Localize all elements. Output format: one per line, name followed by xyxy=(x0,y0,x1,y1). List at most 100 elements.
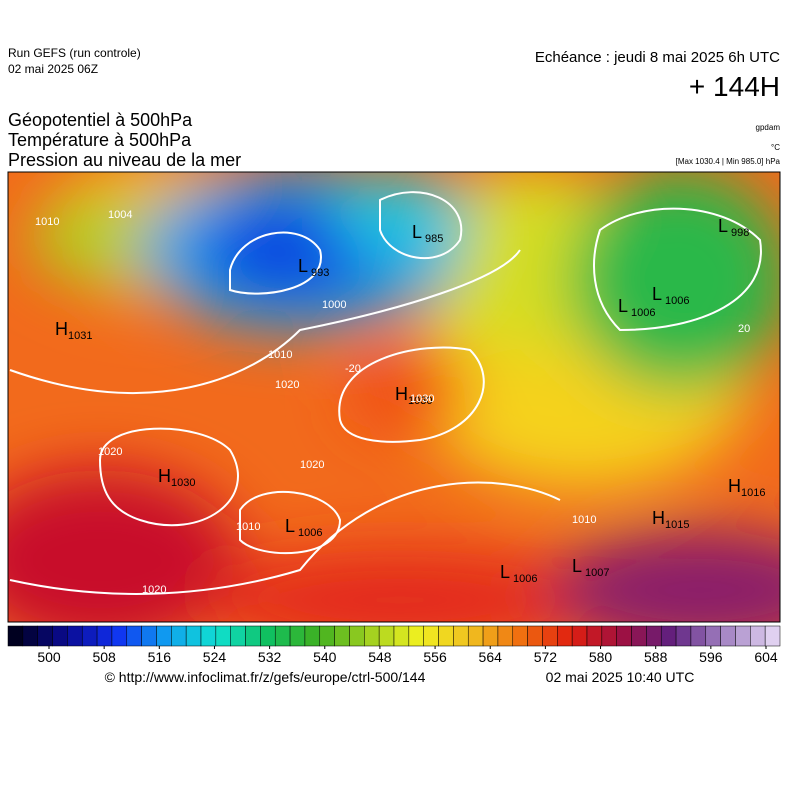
colorbar-cell xyxy=(482,625,499,647)
colorbar-cell xyxy=(616,625,632,647)
colorbar-cell xyxy=(319,625,335,647)
colorbar-cell xyxy=(646,625,662,647)
colorbar-cell xyxy=(200,625,217,647)
center-value: 1030 xyxy=(408,395,432,407)
echeance: Echéance : jeudi 8 mai 2025 6h UTC xyxy=(535,49,780,66)
colorbar-label: 508 xyxy=(92,649,116,665)
title: Géopotentiel à 500hPa xyxy=(8,110,193,130)
colorbar-label: 580 xyxy=(589,649,613,665)
colorbar-cell xyxy=(141,625,157,647)
contour-label: 1020 xyxy=(300,459,324,471)
map-frame xyxy=(7,171,781,623)
colorbar-cell xyxy=(557,625,573,647)
unit: gpdam xyxy=(756,123,781,132)
center-letter: L xyxy=(298,256,308,276)
center-value: 1006 xyxy=(513,573,537,585)
colorbar-label: 548 xyxy=(368,649,392,665)
colorbar-cell xyxy=(67,625,83,647)
map xyxy=(8,172,780,622)
colorbar-cell xyxy=(52,625,68,647)
contour-label: -20 xyxy=(345,363,361,375)
colorbar-cell xyxy=(156,625,172,647)
colorbar-cell xyxy=(720,625,736,647)
contour-label: 1004 xyxy=(108,209,132,221)
center-value: 993 xyxy=(311,267,329,279)
colorbar-cell xyxy=(274,625,291,647)
colorbar-label: 556 xyxy=(423,649,447,665)
contour-label: 1010 xyxy=(236,521,260,533)
colorbar-cell xyxy=(527,625,543,647)
colorbar-cell xyxy=(690,625,707,647)
colorbar-cell xyxy=(512,625,528,647)
center-letter: L xyxy=(572,556,582,576)
colorbar-cell xyxy=(675,625,692,647)
colorbar-cell xyxy=(230,625,246,647)
colorbar-cell xyxy=(571,625,588,647)
colorbar-label: 604 xyxy=(754,649,778,665)
run: Run GEFS (run controle) xyxy=(8,46,141,60)
unit: [Max 1030.4 | Min 985.0] hPa xyxy=(676,157,781,166)
colorbar-label: 588 xyxy=(644,649,668,665)
colorbar-cell xyxy=(660,625,677,647)
colorbar-cell xyxy=(542,625,558,647)
colorbar-cell xyxy=(7,625,24,647)
colorbar-cell xyxy=(185,625,202,647)
colorbar-cell xyxy=(408,625,424,647)
center-value: 1007 xyxy=(585,567,609,579)
center-letter: L xyxy=(718,216,728,236)
contour-label: 1010 xyxy=(35,216,59,228)
center-value: 1031 xyxy=(68,330,92,342)
center-value: 1006 xyxy=(631,307,655,319)
center-letter: L xyxy=(412,222,422,242)
lead: + 144H xyxy=(689,71,780,102)
center-letter: H xyxy=(395,384,408,404)
colorbar-cell xyxy=(438,625,454,647)
colorbar-cell xyxy=(364,625,380,647)
colorbar-cell xyxy=(423,625,439,647)
colorbar-cell xyxy=(126,625,142,647)
colorbar-cell xyxy=(245,625,261,647)
contour-label: 1020 xyxy=(98,446,122,458)
center-letter: L xyxy=(618,296,628,316)
colorbar-cell xyxy=(497,625,514,647)
colorbar-cell xyxy=(171,625,187,647)
colorbar-cell xyxy=(215,625,231,647)
colorbar-cell xyxy=(260,625,276,647)
contour-label: 20 xyxy=(738,323,750,335)
colorbar-label: 532 xyxy=(258,649,282,665)
colorbar-cell xyxy=(349,625,365,647)
colorbar-label: 500 xyxy=(37,649,61,665)
colorbar-cell xyxy=(705,625,721,647)
center-value: 1015 xyxy=(665,519,689,531)
source: © http://www.infoclimat.fr/z/gefs/europe… xyxy=(105,669,426,685)
center-value: 1006 xyxy=(665,295,689,307)
colorbar-label: 572 xyxy=(534,649,558,665)
colorbar-cell xyxy=(601,625,617,647)
colorbar-cell xyxy=(467,625,484,647)
colorbar-label: 596 xyxy=(699,649,723,665)
contour-label: 1020 xyxy=(275,379,299,391)
colorbar-cell xyxy=(81,625,98,647)
colorbar-cell xyxy=(453,625,469,647)
title: Pression au niveau de la mer xyxy=(8,150,241,170)
colorbar-cell xyxy=(37,625,53,647)
colorbar-cell xyxy=(378,625,395,647)
colorbar-label: 540 xyxy=(313,649,337,665)
contour-label: 1020 xyxy=(142,584,166,596)
center-letter: H xyxy=(652,508,665,528)
center-value: 1006 xyxy=(298,527,322,539)
colorbar-cell xyxy=(735,625,751,647)
center-letter: H xyxy=(55,319,68,339)
contour-label: 1030 xyxy=(410,393,434,405)
center-value: 1016 xyxy=(741,487,765,499)
center-letter: H xyxy=(158,466,171,486)
center-value: 998 xyxy=(731,227,749,239)
colorbar-label: 516 xyxy=(148,649,172,665)
colorbar-label: 524 xyxy=(203,649,227,665)
unit: °C xyxy=(771,143,780,152)
contour-label: 1010 xyxy=(268,349,292,361)
colorbar-cell xyxy=(764,625,781,647)
footer-date: 02 mai 2025 10:40 UTC xyxy=(546,669,695,685)
colorbar-cell xyxy=(289,625,306,647)
